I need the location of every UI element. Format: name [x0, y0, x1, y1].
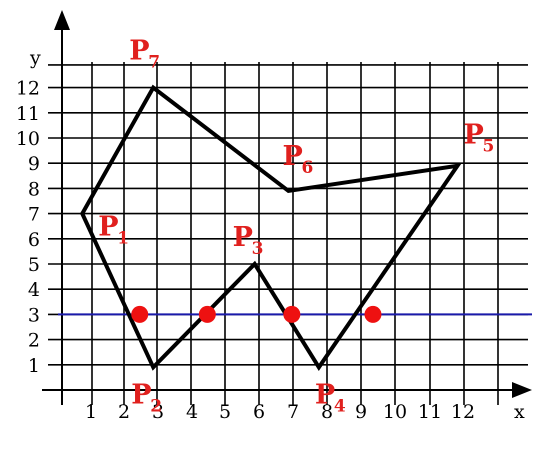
x-tick-label: 10 — [383, 401, 407, 423]
vertex-label-p6: P6 — [282, 141, 313, 178]
vertex-label-p1: P1 — [98, 212, 129, 249]
x-tick-label: 2 — [118, 401, 130, 423]
x-tick-label: 7 — [287, 401, 299, 423]
intersection-points — [131, 305, 382, 323]
y-axis-arrow — [54, 10, 70, 30]
x-tick-labels: 1 2 3 4 5 6 7 8 9 10 11 12 — [85, 401, 475, 423]
vertex-label-letter: P — [129, 36, 149, 67]
x-axis-label: x — [514, 401, 525, 423]
x-tick-label: 12 — [451, 401, 475, 423]
intersection-dot — [364, 305, 382, 323]
vertex-label-letter: P — [233, 222, 253, 253]
vertex-label-letter: P — [463, 120, 483, 151]
x-axis-arrow — [512, 382, 532, 398]
vertex-label-p2: P2 — [131, 379, 162, 416]
vertex-label-letter: P — [131, 379, 151, 410]
vertex-label-subscript: 6 — [301, 158, 313, 178]
y-tick-label: 1 — [28, 355, 40, 377]
y-tick-label: 2 — [28, 330, 40, 352]
y-tick-label: 9 — [28, 153, 40, 175]
axes: x y — [29, 10, 532, 423]
x-tick-label: 1 — [85, 401, 97, 423]
y-tick-label: 10 — [16, 128, 40, 150]
vertex-label-p5: P5 — [463, 120, 494, 157]
y-tick-label: 8 — [28, 178, 40, 200]
vertex-label-p4: P4 — [315, 379, 346, 416]
x-tick-label: 11 — [418, 401, 442, 423]
y-tick-label: 5 — [28, 254, 40, 276]
intersection-dot — [131, 305, 149, 323]
polygon-outline — [80, 84, 462, 371]
vertex-label-subscript: 1 — [117, 229, 129, 249]
vertex-label-letter: P — [98, 212, 118, 243]
x-tick-label: 8 — [321, 401, 333, 423]
x-tick-label: 3 — [152, 401, 164, 423]
y-axis-label: y — [29, 47, 41, 69]
vertex-label-letter: P — [282, 141, 302, 172]
y-tick-label: 11 — [16, 103, 40, 125]
vertex-label-subscript: 4 — [334, 396, 346, 416]
vertex-label-subscript: 7 — [148, 53, 160, 73]
x-tick-label: 6 — [253, 401, 265, 423]
vertex-label-p7: P7 — [129, 36, 160, 73]
x-tick-label: 5 — [219, 401, 231, 423]
intersection-dot — [198, 305, 216, 323]
y-tick-label: 6 — [28, 229, 40, 251]
intersection-dot — [283, 305, 301, 323]
y-tick-label: 7 — [28, 204, 40, 226]
x-tick-label: 9 — [355, 401, 367, 423]
vertex-label-subscript: 3 — [252, 239, 264, 259]
y-tick-label: 12 — [16, 78, 40, 100]
y-tick-label: 3 — [28, 304, 40, 326]
vertex-label-subscript: 2 — [150, 396, 162, 416]
vertex-label-p3: P3 — [233, 222, 264, 259]
y-tick-label: 4 — [28, 279, 40, 301]
grid — [48, 62, 528, 405]
x-tick-label: 4 — [186, 401, 198, 423]
vertex-label-subscript: 5 — [482, 137, 494, 157]
vertex-label-letter: P — [315, 379, 335, 410]
